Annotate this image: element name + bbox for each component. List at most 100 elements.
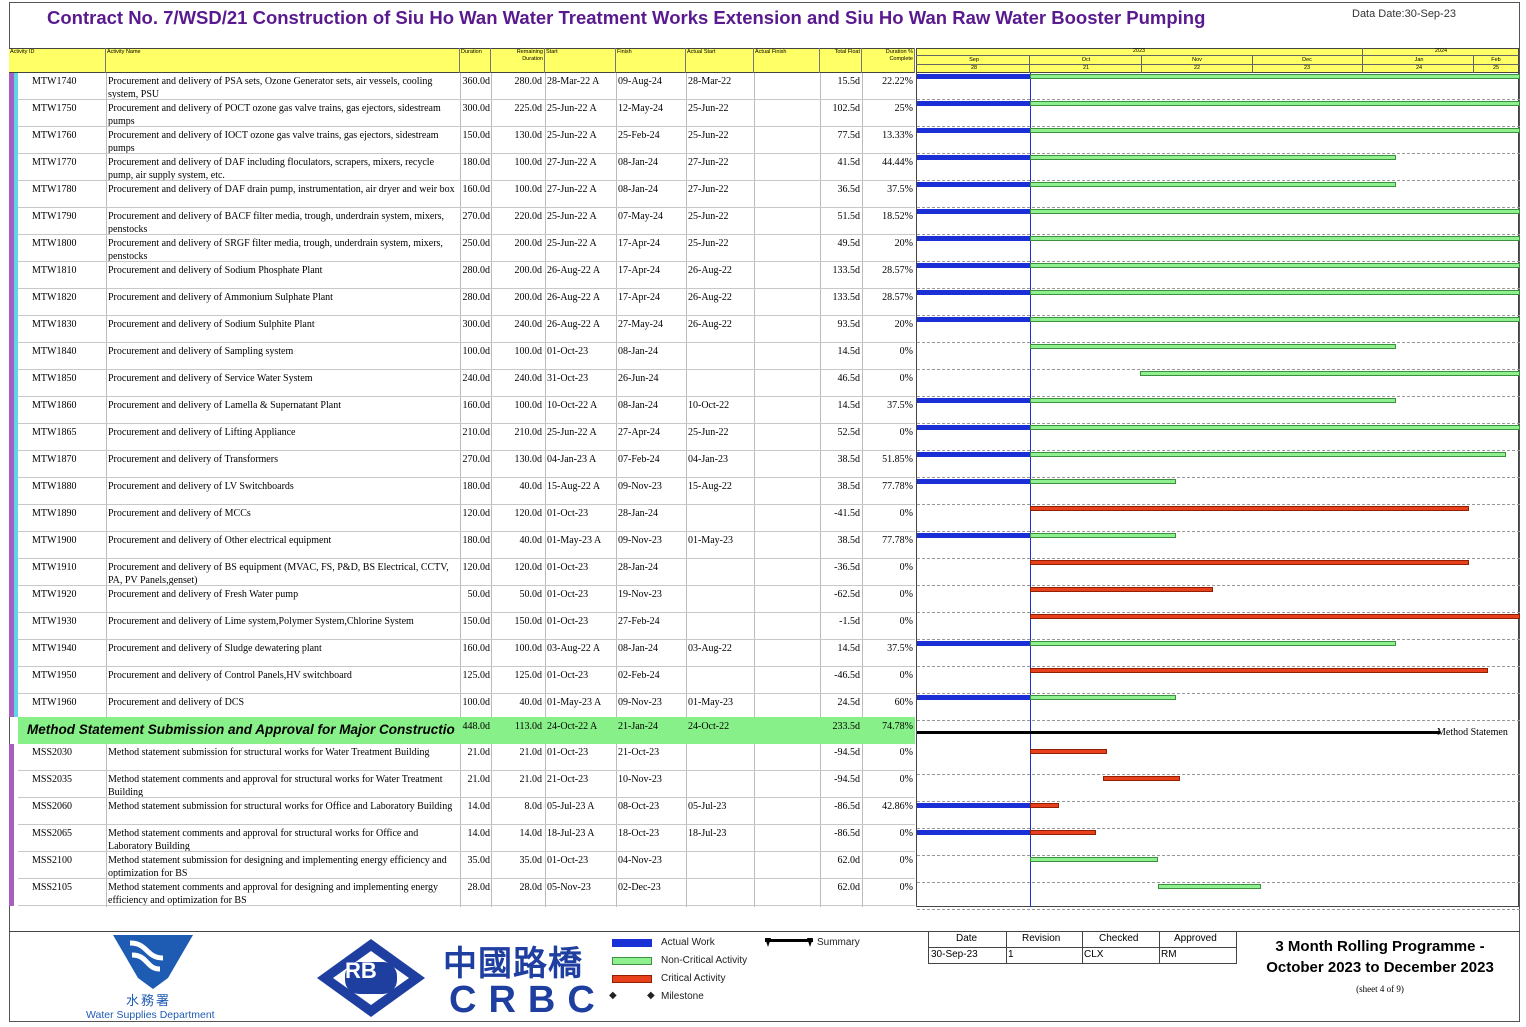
table-row[interactable]: MTW1940 Procurement and delivery of Sludg… xyxy=(18,640,915,667)
activity-id: MTW1840 xyxy=(32,346,77,357)
non-critical-activity-bar[interactable] xyxy=(1030,533,1177,538)
table-row[interactable]: MTW1880 Procurement and delivery of LV Sw… xyxy=(18,478,915,505)
non-critical-activity-bar[interactable] xyxy=(1030,857,1159,862)
wbs-band[interactable]: Method Statement Submission and Approval… xyxy=(18,717,915,744)
crbc-name-cn: 中國路橋 xyxy=(443,945,583,983)
table-row[interactable]: MTW1910 Procurement and delivery of BS eq… xyxy=(18,559,915,586)
table-row[interactable]: MSS2100 Method statement submission for d… xyxy=(18,852,915,879)
table-row[interactable]: MTW1810 Procurement and delivery of Sodiu… xyxy=(18,262,915,289)
activity-id: MTW1800 xyxy=(32,238,77,249)
actual-work-bar[interactable] xyxy=(917,317,1030,322)
actual-work-bar[interactable] xyxy=(917,290,1030,295)
table-row[interactable]: MTW1865 Procurement and delivery of Lifti… xyxy=(18,424,915,451)
non-critical-activity-bar[interactable] xyxy=(1030,398,1396,403)
non-critical-activity-bar[interactable] xyxy=(1030,290,1520,295)
critical-activity-bar[interactable] xyxy=(1030,668,1488,673)
non-critical-activity-bar[interactable] xyxy=(1030,263,1520,268)
actual-work-bar[interactable] xyxy=(917,803,1030,808)
table-row[interactable]: MSS2105 Method statement comments and app… xyxy=(18,879,915,906)
critical-activity-bar[interactable] xyxy=(1103,776,1181,781)
actual-work-bar[interactable] xyxy=(917,263,1030,268)
actual-work-bar[interactable] xyxy=(917,479,1030,484)
critical-activity-bar[interactable] xyxy=(1030,560,1470,565)
critical-activity-bar[interactable] xyxy=(1030,830,1096,835)
table-row[interactable]: MTW1920 Procurement and delivery of Fresh… xyxy=(18,586,915,613)
actual-work-bar[interactable] xyxy=(917,74,1030,79)
actual-work-bar[interactable] xyxy=(917,695,1030,700)
critical-activity-bar[interactable] xyxy=(1030,587,1213,592)
non-critical-activity-bar[interactable] xyxy=(1030,101,1520,106)
pct-complete: 37.5% xyxy=(887,400,913,411)
non-critical-activity-bar[interactable] xyxy=(1030,641,1396,646)
non-critical-activity-bar[interactable] xyxy=(1030,236,1520,241)
actual-work-bar[interactable] xyxy=(917,641,1030,646)
actual-start: 01-May-23 xyxy=(688,535,733,546)
table-row[interactable]: MTW1850 Procurement and delivery of Servi… xyxy=(18,370,915,397)
table-row[interactable]: MTW1930 Procurement and delivery of Lime … xyxy=(18,613,915,640)
activity-name: Method statement submission for structur… xyxy=(108,747,430,758)
remaining-duration: 100.0d xyxy=(514,346,543,357)
actual-work-bar[interactable] xyxy=(917,155,1030,160)
non-critical-activity-bar[interactable] xyxy=(1030,695,1177,700)
table-row[interactable]: MTW1770 Procurement and delivery of DAF i… xyxy=(18,154,915,181)
start-date: 01-May-23 A xyxy=(547,535,602,546)
non-critical-activity-bar[interactable] xyxy=(1030,344,1396,349)
actual-work-bar[interactable] xyxy=(917,182,1030,187)
table-row[interactable]: MTW1820 Procurement and delivery of Ammon… xyxy=(18,289,915,316)
non-critical-activity-bar[interactable] xyxy=(1030,155,1396,160)
actual-work-bar[interactable] xyxy=(917,425,1030,430)
table-row[interactable]: MSS2060 Method statement submission for s… xyxy=(18,798,915,825)
actual-work-bar[interactable] xyxy=(917,533,1030,538)
data-date: Data Date:30-Sep-23 xyxy=(1352,8,1456,20)
finish-date: 25-Feb-24 xyxy=(618,130,660,141)
non-critical-activity-bar[interactable] xyxy=(1030,425,1520,430)
table-row[interactable]: MSS2030 Method statement submission for s… xyxy=(18,744,915,771)
gantt-row-divider xyxy=(917,666,1520,667)
actual-work-bar[interactable] xyxy=(917,101,1030,106)
total-float: 38.5d xyxy=(837,535,861,546)
non-critical-activity-bar[interactable] xyxy=(1030,182,1396,187)
critical-activity-bar[interactable] xyxy=(1030,749,1107,754)
critical-activity-bar[interactable] xyxy=(1030,506,1470,511)
table-row[interactable]: MTW1750 Procurement and delivery of POCT … xyxy=(18,100,915,127)
table-row[interactable]: MTW1890 Procurement and delivery of MCCs 1… xyxy=(18,505,915,532)
table-row[interactable]: MTW1860 Procurement and delivery of Lamel… xyxy=(18,397,915,424)
remaining-duration: 100.0d xyxy=(514,400,543,411)
non-critical-activity-bar[interactable] xyxy=(1030,128,1520,133)
table-row[interactable]: MSS2035 Method statement comments and app… xyxy=(18,771,915,798)
table-row[interactable]: MTW1870 Procurement and delivery of Trans… xyxy=(18,451,915,478)
summary-bar[interactable] xyxy=(917,731,1440,734)
table-row[interactable]: MTW1840 Procurement and delivery of Sampl… xyxy=(18,343,915,370)
table-row[interactable]: MTW1760 Procurement and delivery of IOCT … xyxy=(18,127,915,154)
pct-complete: 0% xyxy=(899,373,913,384)
actual-work-bar[interactable] xyxy=(917,452,1030,457)
table-row[interactable]: MTW1900 Procurement and delivery of Other… xyxy=(18,532,915,559)
non-critical-activity-bar[interactable] xyxy=(1030,74,1520,79)
critical-activity-bar[interactable] xyxy=(1030,614,1520,619)
table-row[interactable]: MTW1830 Procurement and delivery of Sodiu… xyxy=(18,316,915,343)
duration: 240.0d xyxy=(462,373,491,384)
timescale-week: 23 xyxy=(1303,65,1311,71)
non-critical-activity-bar[interactable] xyxy=(1030,479,1177,484)
actual-work-bar[interactable] xyxy=(917,128,1030,133)
remaining-duration: 225.0d xyxy=(514,103,543,114)
wsd-logo-icon xyxy=(113,935,193,989)
actual-start: 10-Oct-22 xyxy=(688,400,730,411)
table-row[interactable]: MTW1780 Procurement and delivery of DAF d… xyxy=(18,181,915,208)
table-row[interactable]: MTW1950 Procurement and delivery of Contr… xyxy=(18,667,915,694)
table-row[interactable]: MTW1800 Procurement and delivery of SRGF … xyxy=(18,235,915,262)
actual-work-bar[interactable] xyxy=(917,236,1030,241)
actual-work-bar[interactable] xyxy=(917,209,1030,214)
non-critical-activity-bar[interactable] xyxy=(1030,452,1506,457)
actual-work-bar[interactable] xyxy=(917,830,1030,835)
non-critical-activity-bar[interactable] xyxy=(1030,317,1520,322)
non-critical-activity-bar[interactable] xyxy=(1139,371,1520,376)
non-critical-activity-bar[interactable] xyxy=(1158,884,1261,889)
actual-work-bar[interactable] xyxy=(917,398,1030,403)
critical-activity-bar[interactable] xyxy=(1030,803,1060,808)
non-critical-activity-bar[interactable] xyxy=(1030,209,1520,214)
table-row[interactable]: MTW1740 Procurement and delivery of PSA s… xyxy=(18,73,915,100)
table-row[interactable]: MTW1790 Procurement and delivery of BACF … xyxy=(18,208,915,235)
table-row[interactable]: MSS2065 Method statement comments and app… xyxy=(18,825,915,852)
row-divider xyxy=(18,288,915,289)
